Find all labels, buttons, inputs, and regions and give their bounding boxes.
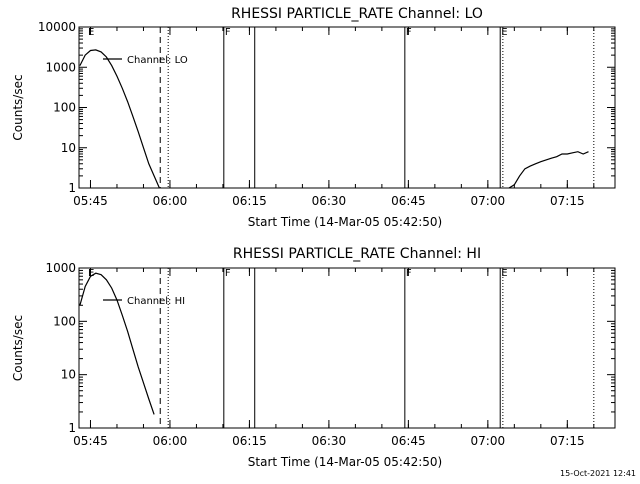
panel-2-y-tick-label: 10 bbox=[61, 368, 76, 382]
panel-1-x-tick-label: 06:30 bbox=[312, 194, 347, 208]
panel-2-y-tick-label: 100 bbox=[53, 314, 76, 328]
panel-2-legend-label: Channel: HI bbox=[127, 296, 185, 307]
panel-1-series-line-2 bbox=[508, 151, 589, 189]
panel-1-x-axis-label: Start Time (14-Mar-05 05:42:50) bbox=[248, 215, 442, 229]
panel-1-chart-title: RHESSI PARTICLE_RATE Channel: LO bbox=[231, 6, 483, 22]
panel-2-plot-frame bbox=[78, 267, 616, 429]
panel-2-series-line-1 bbox=[79, 272, 155, 415]
panel-2-x-tick-label: 07:15 bbox=[550, 434, 585, 448]
panel-1-y-tick-label: 10000 bbox=[38, 20, 76, 34]
panel-1-event-label: F bbox=[225, 27, 231, 38]
panel-2-x-axis-label: Start Time (14-Mar-05 05:42:50) bbox=[248, 455, 442, 469]
panel-2-y-tick-label: 1 bbox=[68, 421, 76, 435]
panel-2-x-tick-label: 06:30 bbox=[312, 434, 347, 448]
panel-1-x-tick-label: 05:45 bbox=[73, 194, 108, 208]
panel-2-x-tick-label: 05:45 bbox=[73, 434, 108, 448]
panel-1-y-tick-label: 1000 bbox=[45, 60, 76, 74]
panel-1-x-tick-label: 07:00 bbox=[471, 194, 506, 208]
panel-2-event-label: F bbox=[406, 268, 412, 279]
panel-1-y-tick-label: 100 bbox=[53, 101, 76, 115]
panel-2-chart-title: RHESSI PARTICLE_RATE Channel: HI bbox=[233, 246, 481, 262]
panel-1-y-axis-label: Counts/sec bbox=[11, 74, 25, 140]
panel-2-event-label: E bbox=[501, 268, 507, 279]
panel-1-x-tick-label: 07:15 bbox=[550, 194, 585, 208]
panel-1-event-label: E bbox=[501, 27, 507, 38]
panel-2-y-axis-label: Counts/sec bbox=[11, 315, 25, 381]
panel-1-x-tick-label: 06:45 bbox=[391, 194, 426, 208]
panel-1-x-tick-label: 06:00 bbox=[153, 194, 188, 208]
panel-1-series-line-1 bbox=[79, 49, 160, 189]
panel-1-y-tick-label: 1 bbox=[68, 181, 76, 195]
panel-1-legend-label: Channel: LO bbox=[127, 55, 188, 66]
panel-1-event-label: F bbox=[406, 27, 412, 38]
panel-1-event-label: E bbox=[88, 27, 94, 38]
panel-2-event-label: E bbox=[88, 268, 94, 279]
panel-2-x-tick-label: 07:00 bbox=[471, 434, 506, 448]
panel-2-x-tick-label: 06:00 bbox=[153, 434, 188, 448]
panel-2-event-label: F bbox=[225, 268, 231, 279]
panel-1-x-tick-label: 06:15 bbox=[232, 194, 267, 208]
panel-2-x-tick-label: 06:45 bbox=[391, 434, 426, 448]
plot-timestamp: 15-Oct-2021 12:41 bbox=[560, 469, 636, 478]
panel-2-x-tick-label: 06:15 bbox=[232, 434, 267, 448]
panel-2-y-tick-label: 1000 bbox=[45, 261, 76, 275]
panel-1-y-tick-label: 10 bbox=[61, 141, 76, 155]
